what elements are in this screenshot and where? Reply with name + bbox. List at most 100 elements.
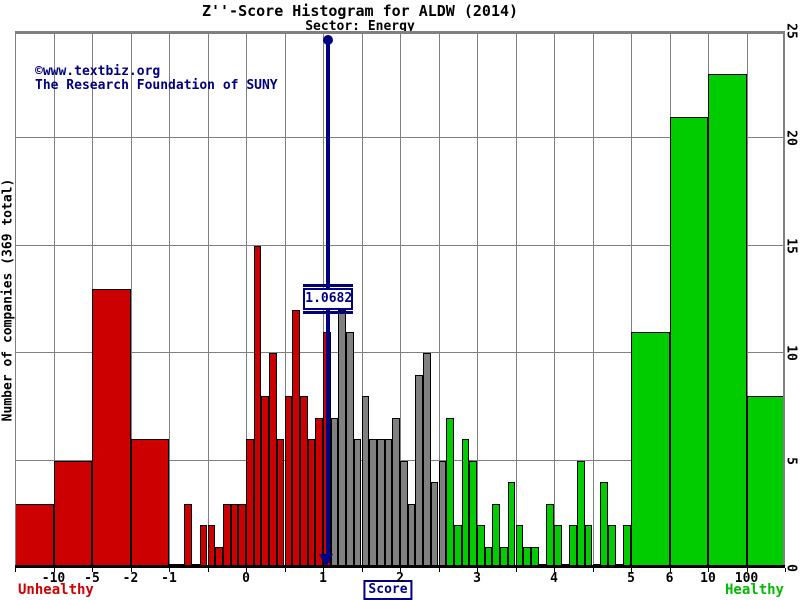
x-tick-mark: [515, 568, 517, 572]
healthy-label: Healthy: [724, 582, 784, 598]
plot-border-top: [15, 31, 785, 34]
histogram-bar: [292, 310, 300, 568]
vertical-gridline: [130, 31, 132, 568]
vertical-gridline: [246, 31, 247, 568]
x-tick-mark: [477, 568, 478, 572]
histogram-bar: [330, 417, 339, 568]
vertical-gridline: [515, 31, 517, 568]
x-tick-mark: [15, 568, 16, 572]
x-tick-mark: [130, 568, 132, 572]
histogram-bar: [569, 525, 578, 568]
histogram-bar: [130, 439, 169, 568]
x-tick-label: 5: [627, 571, 635, 586]
vertical-gridline: [284, 31, 286, 568]
vertical-gridline: [592, 31, 594, 568]
histogram-bar: [400, 460, 408, 568]
histogram-bar: [423, 353, 431, 568]
x-tick-mark: [708, 568, 709, 572]
x-tick-mark: [438, 568, 440, 572]
x-tick-mark: [246, 568, 247, 572]
x-tick-mark: [284, 568, 286, 572]
x-tick-label: -5: [84, 571, 100, 586]
y-tick-label: 5: [783, 456, 799, 465]
x-tick-mark: [400, 568, 401, 572]
y-tick-label: 15: [783, 237, 799, 254]
histogram-bar: [338, 310, 347, 568]
unhealthy-label: Unhealthy: [18, 582, 94, 598]
vertical-gridline: [631, 31, 632, 568]
marker-arrow-icon: [319, 554, 334, 567]
x-tick-mark: [92, 568, 93, 572]
x-tick-label: 0: [242, 571, 250, 586]
x-tick-label: -1: [161, 571, 177, 586]
y-tick-label: 25: [783, 22, 799, 39]
histogram-bar: [222, 503, 231, 568]
marker-crossbar-bottom: [303, 311, 354, 314]
horizontal-gridline: [15, 137, 785, 139]
histogram-bar: [207, 525, 216, 568]
plot-area: ©www.textbiz.org The Research Foundation…: [15, 31, 785, 568]
chart-subtitle: Sector: Energy: [305, 19, 415, 34]
histogram-bar: [746, 396, 785, 568]
histogram-bar: [246, 439, 254, 568]
x-tick-mark: [53, 568, 55, 572]
histogram-bar: [584, 525, 593, 568]
histogram-bar: [669, 116, 708, 568]
vertical-gridline: [169, 31, 170, 568]
histogram-bar: [515, 525, 524, 568]
histogram-bar: [477, 525, 485, 568]
histogram-bar: [92, 288, 131, 568]
histogram-bar: [269, 353, 277, 568]
x-tick-label: -2: [122, 571, 139, 586]
vertical-gridline: [746, 31, 748, 568]
marker-value-label: 1.0682: [303, 288, 354, 310]
x-axis-line: [15, 565, 785, 568]
x-tick-label: 100: [734, 571, 759, 586]
watermark-line2: The Research Foundation of SUNY: [35, 78, 278, 93]
y-tick-label: 20: [783, 130, 799, 147]
histogram-bar: [315, 417, 323, 568]
x-tick-mark: [746, 568, 748, 572]
vertical-gridline: [361, 31, 363, 568]
plot-border-left: [15, 31, 16, 568]
x-tick-mark: [207, 568, 209, 572]
x-tick-mark: [554, 568, 555, 572]
x-tick-mark: [669, 568, 671, 572]
x-tick-mark: [323, 568, 324, 572]
watermark: ©www.textbiz.org The Research Foundation…: [35, 65, 278, 93]
vertical-gridline: [400, 31, 401, 568]
histogram-bar: [546, 503, 554, 568]
histogram-bar: [346, 331, 354, 568]
histogram-bar: [307, 439, 316, 568]
horizontal-gridline: [15, 352, 785, 354]
histogram-bar: [461, 439, 470, 568]
histogram-bar: [577, 460, 585, 568]
histogram-bar: [199, 525, 208, 568]
histogram-bar: [600, 482, 608, 568]
histogram-bar: [276, 439, 285, 568]
x-tick-label: 2: [396, 571, 404, 586]
vertical-gridline: [554, 31, 555, 568]
histogram-bar: [253, 245, 262, 568]
histogram-bar: [384, 439, 393, 568]
histogram-bar: [53, 460, 92, 568]
histogram-bar: [507, 482, 516, 568]
histogram-bar: [415, 374, 424, 568]
x-tick-label: 6: [665, 571, 674, 586]
histogram-bar: [361, 396, 370, 568]
horizontal-gridline: [15, 244, 785, 246]
histogram-bar: [554, 525, 562, 568]
histogram-bar: [453, 525, 462, 568]
histogram-bar: [492, 503, 501, 568]
vertical-gridline: [53, 31, 55, 568]
x-tick-mark: [592, 568, 594, 572]
marker-dot: [323, 35, 334, 45]
x-tick-label: 10: [700, 571, 716, 586]
histogram-bar: [261, 396, 270, 568]
horizontal-gridline: [15, 459, 785, 461]
histogram-bar: [184, 503, 193, 568]
x-tick-label: 1: [319, 571, 327, 586]
x-tick-mark: [631, 568, 632, 572]
histogram-bar: [15, 503, 54, 568]
